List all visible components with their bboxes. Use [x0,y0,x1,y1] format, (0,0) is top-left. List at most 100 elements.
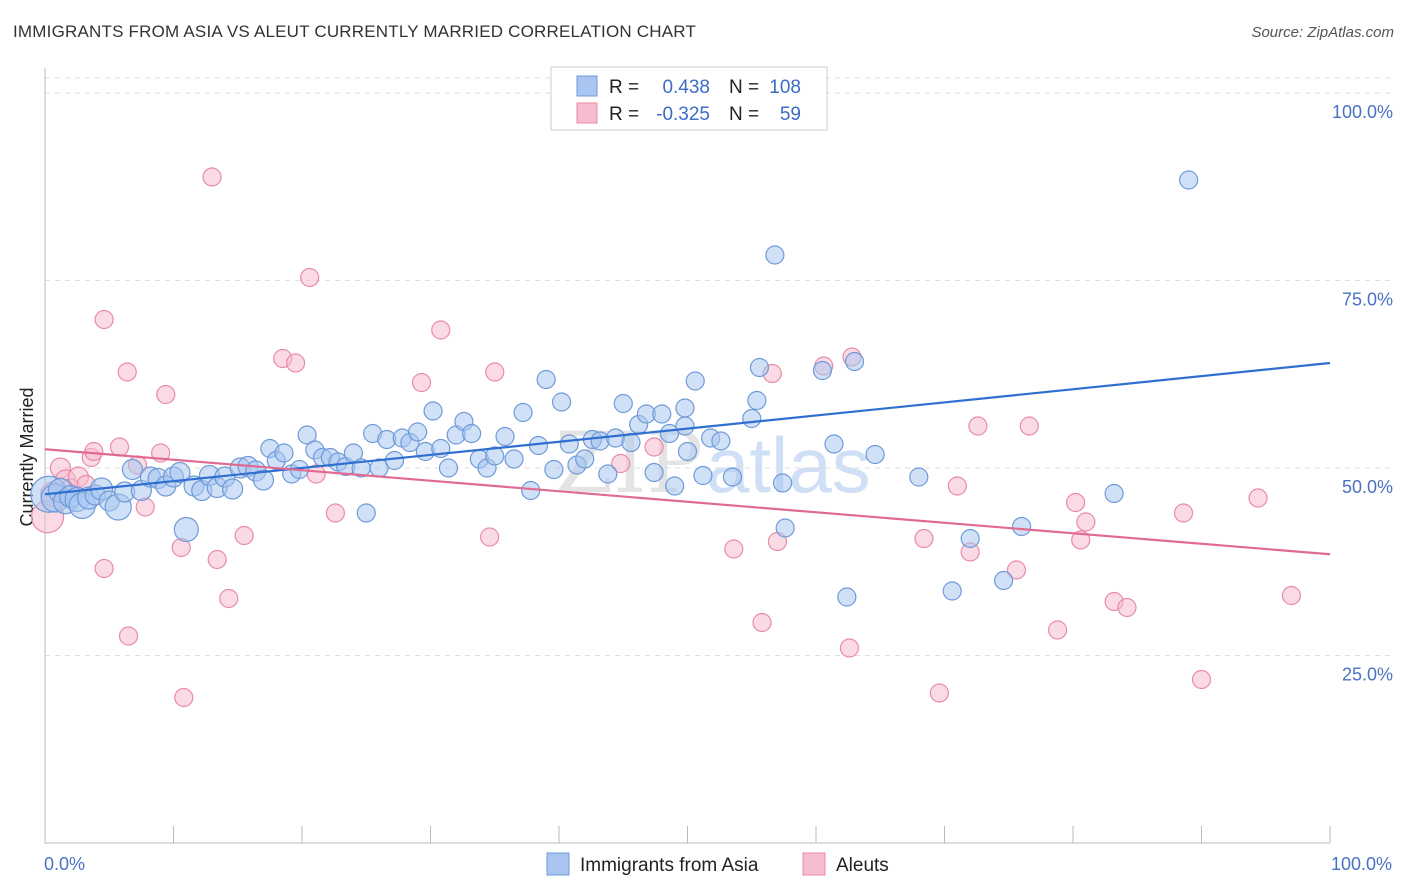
aleut-point-33 [611,453,631,474]
asia-point-44 [356,503,376,523]
asia-point-86 [675,398,695,418]
aleut-point-29 [411,372,432,393]
watermark-atlas: atlas [706,421,871,509]
asia-point-107 [994,570,1014,591]
asia-point-70 [559,434,579,454]
aleut-point-55 [1173,503,1194,523]
legend-n-label-aleut: N = [729,104,759,125]
aleut-point-21 [207,549,227,570]
aleut-point-20 [202,167,222,187]
aleut-point-9 [94,558,114,579]
asia-point-93 [749,357,770,378]
legend-n-value-aleut: 59 [780,104,801,125]
series-legend: Immigrants from Asia Aleuts [546,852,889,876]
axes [44,68,1331,844]
bottom-legend-swatch-asia [546,852,570,876]
aleut-point-48 [1019,416,1039,436]
asia-point-68 [544,459,564,480]
aleut-point-23 [234,525,254,546]
asia-point-52 [415,441,435,462]
asia-point-105 [942,581,962,601]
asia-point-84 [665,476,685,496]
asia-point-96 [772,473,793,493]
asia-point-36 [297,425,317,445]
asia-point-102 [844,351,865,372]
aleut-point-26 [300,267,320,288]
asia-point-67 [536,369,556,390]
asia-point-87 [677,441,698,462]
bottom-legend-swatch-aleut [802,852,826,876]
series-immigrants-from-asia [30,170,1199,607]
asia-point-104 [909,467,929,487]
asia-point-108 [1011,516,1032,537]
aleut-point-34 [644,437,664,457]
asia-point-100 [824,434,844,454]
asia-point-61 [485,446,505,466]
y-tick-label-2: 75.0% [1342,290,1393,310]
chart-title: IMMIGRANTS FROM ASIA VS ALEUT CURRENTLY … [13,22,697,41]
asia-point-91 [711,431,731,451]
legend-r-value-asia: 0.438 [662,77,710,98]
asia-point-81 [644,462,664,483]
asia-point-75 [598,464,618,484]
aleut-point-58 [1281,585,1302,606]
asia-point-53 [423,401,443,421]
aleut-point-28 [325,503,346,523]
aleut-point-50 [1065,492,1086,513]
aleut-point-17 [156,384,176,405]
asia-point-64 [513,402,533,423]
asia-point-33 [274,443,294,463]
asia-point-106 [960,528,980,549]
asia-point-85 [675,416,695,436]
asia-point-51 [408,422,428,442]
asia-point-63 [504,449,524,469]
asia-point-30 [252,469,275,491]
bottom-legend-label-asia: Immigrants from Asia [580,855,759,876]
aleut-point-44 [947,476,967,496]
asia-point-109 [1104,483,1124,504]
bottom-legend-label-aleut: Aleuts [836,855,889,876]
asia-point-13 [121,458,143,481]
asia-point-82 [652,404,672,424]
asia-point-101 [837,587,857,607]
legend-swatch-asia [576,75,598,97]
trend-line-aleut [44,448,1331,556]
aleut-point-25 [285,353,306,373]
asia-point-58 [462,423,482,444]
aleut-point-8 [84,441,104,462]
aleut-point-43 [929,683,949,703]
source-credit: Source: ZipAtlas.com [1251,24,1394,41]
aleut-point-56 [1191,669,1212,690]
asia-point-55 [438,458,459,478]
y-tick-label-3: 100.0% [1332,102,1393,122]
gridlines [45,77,1392,656]
aleut-point-19 [174,687,194,708]
asia-point-94 [742,408,762,429]
trend-lines [44,361,1331,556]
legend-r-value-aleut: -0.325 [656,104,710,125]
correlation-legend: R = 0.438 N = 108 R = -0.325 N = 59 [550,66,828,131]
asia-point-89 [693,465,713,486]
aleut-point-32 [485,362,505,382]
x-tick-label-max: 100.0% [1331,854,1392,874]
y-tick-label-0: 25.0% [1342,665,1393,685]
aleut-point-11 [109,437,130,457]
asia-point-97 [775,518,795,538]
aleut-point-51 [1071,530,1091,550]
asia-point-110 [1179,170,1199,190]
asia-point-62 [495,426,515,447]
aleut-point-12 [117,362,137,382]
asia-point-99 [812,360,833,381]
legend-n-value-asia: 108 [769,77,801,98]
aleut-point-47 [1006,560,1027,580]
aleut-point-36 [752,612,772,633]
aleut-point-57 [1248,488,1268,508]
asia-point-20 [173,516,199,543]
aleut-point-13 [118,626,139,646]
aleut-point-46 [968,416,988,436]
asia-point-95 [747,390,767,411]
aleut-point-22 [219,588,239,609]
aleut-point-54 [1117,597,1137,618]
asia-point-98 [765,245,785,265]
